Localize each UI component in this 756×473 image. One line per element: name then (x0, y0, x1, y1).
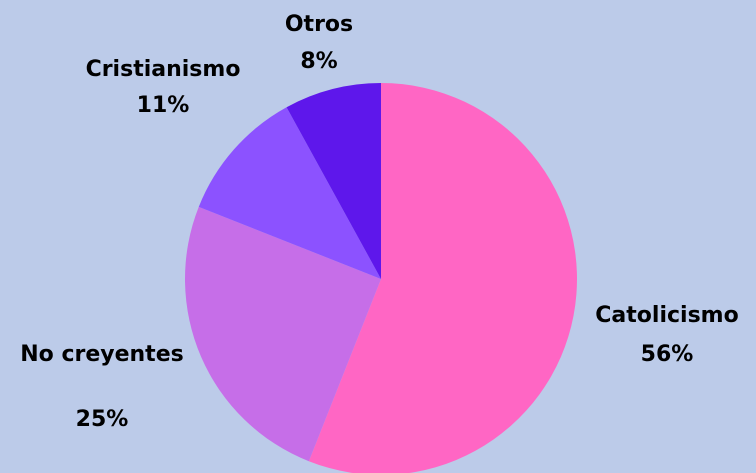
slice-label: No creyentes (20, 342, 183, 367)
slice-label: Cristianismo (86, 57, 241, 82)
value-label: 25% (76, 407, 129, 432)
pie-slice (286, 83, 381, 279)
value-label: 11% (137, 93, 190, 118)
pie-slice (308, 83, 577, 473)
value-label: 8% (300, 49, 337, 74)
value-label: 56% (641, 342, 694, 367)
pie-slice (185, 206, 381, 462)
pie-slice (198, 107, 381, 279)
slice-label: Catolicismo (595, 303, 738, 328)
slice-label: Otros (285, 12, 353, 37)
